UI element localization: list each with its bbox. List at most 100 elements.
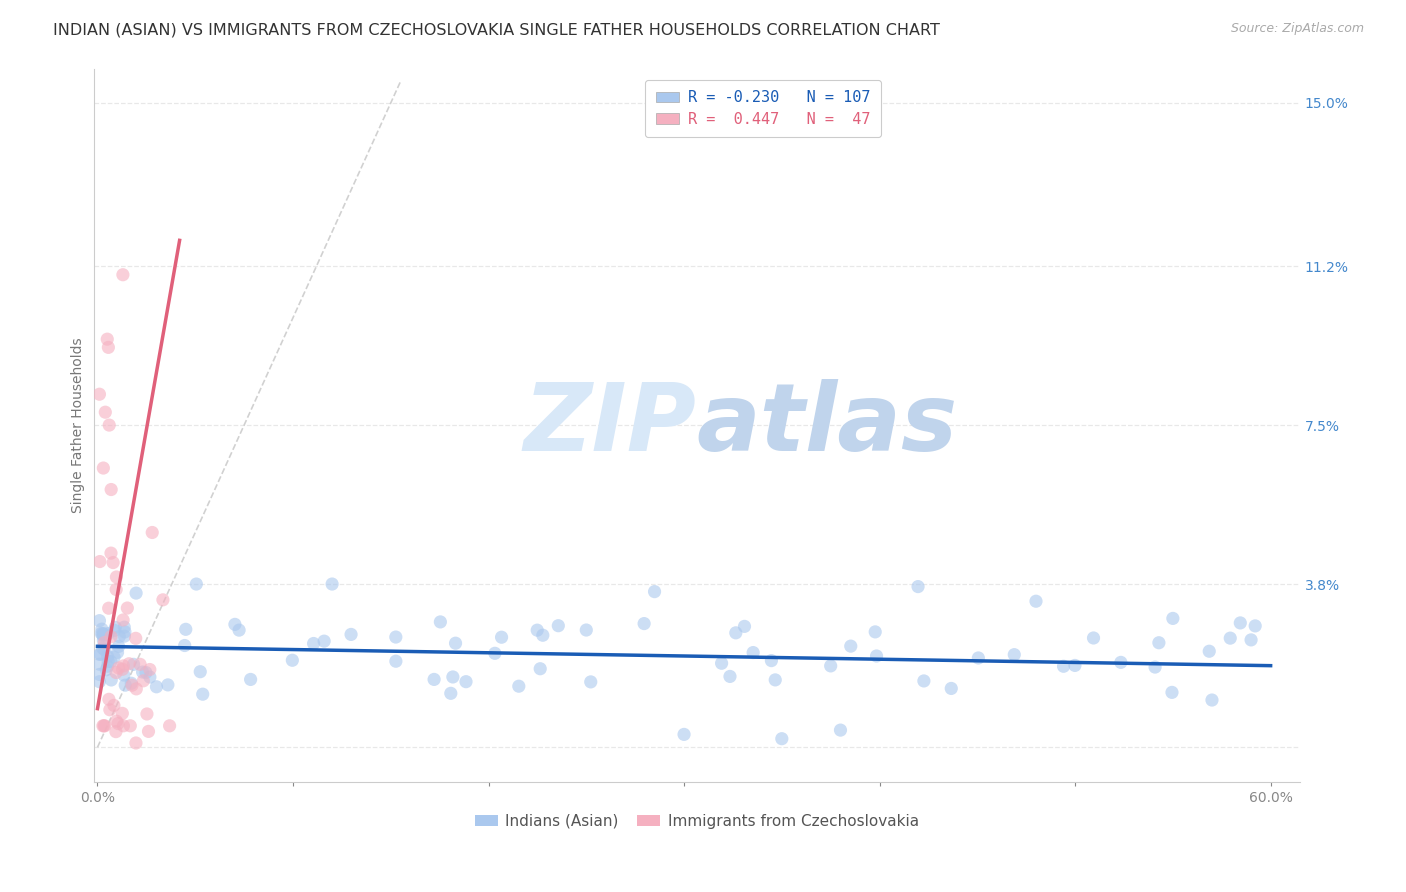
Point	[239, 673, 262, 687]
Point	[191, 687, 214, 701]
Point	[89, 648, 111, 662]
Point	[112, 659, 135, 673]
Point	[174, 623, 197, 637]
Point	[98, 418, 121, 433]
Point	[107, 716, 129, 731]
Point	[491, 630, 513, 644]
Point	[105, 582, 128, 597]
Point	[100, 630, 122, 644]
Point	[120, 719, 142, 733]
Point	[423, 673, 446, 687]
Point	[100, 673, 122, 687]
Point	[107, 645, 129, 659]
Point	[122, 657, 145, 672]
Point	[112, 620, 135, 634]
Point	[145, 680, 167, 694]
Point	[112, 719, 135, 733]
Point	[1083, 631, 1105, 645]
Point	[830, 723, 852, 738]
Point	[321, 577, 343, 591]
Point	[547, 618, 569, 632]
Point	[742, 646, 765, 660]
Point	[281, 653, 304, 667]
Point	[120, 676, 142, 690]
Point	[111, 268, 134, 282]
Point	[104, 620, 127, 634]
Point	[865, 648, 887, 663]
Point	[89, 667, 111, 681]
Point	[94, 405, 117, 419]
Point	[644, 584, 666, 599]
Point	[188, 665, 211, 679]
Point	[103, 698, 125, 713]
Point	[93, 461, 115, 475]
Point	[1052, 659, 1074, 673]
Point	[90, 626, 112, 640]
Point	[121, 678, 143, 692]
Point	[385, 654, 408, 668]
Point	[97, 626, 120, 640]
Point	[820, 659, 842, 673]
Point	[97, 659, 120, 673]
Point	[114, 624, 136, 639]
Point	[724, 625, 747, 640]
Point	[97, 340, 120, 354]
Point	[98, 703, 121, 717]
Point	[90, 622, 112, 636]
Point	[529, 662, 551, 676]
Point	[141, 525, 163, 540]
Point	[125, 736, 148, 750]
Point	[111, 706, 134, 721]
Point	[97, 692, 120, 706]
Y-axis label: Single Father Households: Single Father Households	[72, 337, 86, 513]
Point	[104, 724, 127, 739]
Point	[89, 647, 111, 661]
Point	[118, 657, 141, 671]
Point	[941, 681, 963, 696]
Point	[93, 633, 115, 648]
Point	[1229, 615, 1251, 630]
Point	[633, 616, 655, 631]
Point	[114, 678, 136, 692]
Point	[89, 555, 111, 569]
Point	[89, 614, 111, 628]
Point	[761, 654, 783, 668]
Point	[839, 639, 862, 653]
Point	[132, 673, 155, 688]
Point	[89, 674, 111, 689]
Point	[863, 624, 886, 639]
Point	[159, 719, 181, 733]
Point	[105, 570, 128, 584]
Point	[93, 635, 115, 649]
Point	[454, 674, 477, 689]
Point	[112, 613, 135, 627]
Point	[440, 686, 463, 700]
Point	[579, 674, 602, 689]
Point	[444, 636, 467, 650]
Point	[105, 665, 128, 680]
Point	[103, 624, 125, 638]
Text: INDIAN (ASIAN) VS IMMIGRANTS FROM CZECHOSLOVAKIA SINGLE FATHER HOUSEHOLDS CORREL: INDIAN (ASIAN) VS IMMIGRANTS FROM CZECHO…	[53, 22, 941, 37]
Point	[1161, 611, 1184, 625]
Point	[135, 665, 157, 680]
Point	[1064, 658, 1087, 673]
Point	[186, 577, 208, 591]
Legend: Indians (Asian), Immigrants from Czechoslovakia: Indians (Asian), Immigrants from Czechos…	[468, 807, 925, 835]
Point	[967, 651, 990, 665]
Point	[526, 623, 548, 637]
Point	[125, 681, 148, 696]
Text: Source: ZipAtlas.com: Source: ZipAtlas.com	[1230, 22, 1364, 36]
Point	[1144, 660, 1167, 674]
Point	[907, 580, 929, 594]
Point	[139, 670, 162, 684]
Point	[91, 641, 114, 656]
Point	[129, 657, 152, 672]
Point	[91, 719, 114, 733]
Point	[1240, 632, 1263, 647]
Point	[100, 546, 122, 560]
Point	[710, 657, 733, 671]
Point	[117, 601, 139, 615]
Point	[1219, 631, 1241, 645]
Point	[101, 556, 124, 570]
Point	[763, 673, 786, 687]
